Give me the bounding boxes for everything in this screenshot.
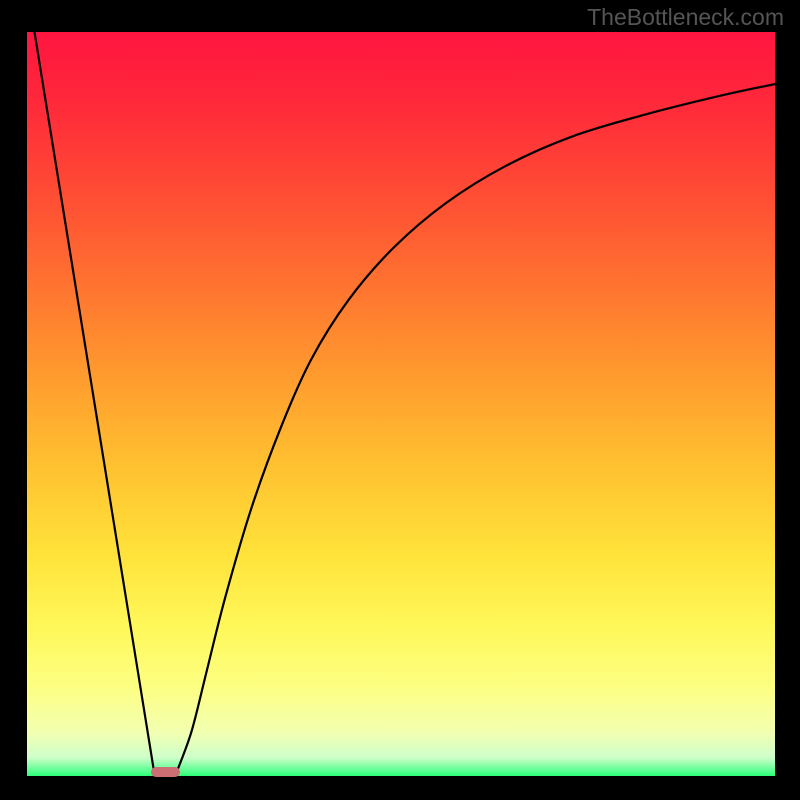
watermark-text: TheBottleneck.com (587, 4, 784, 31)
curve-right-branch (177, 84, 775, 772)
bottleneck-marker (151, 767, 179, 777)
curve-left-branch (34, 32, 154, 772)
plot-area (27, 32, 775, 776)
curve-svg (27, 32, 775, 776)
chart-container: TheBottleneck.com (0, 0, 800, 800)
